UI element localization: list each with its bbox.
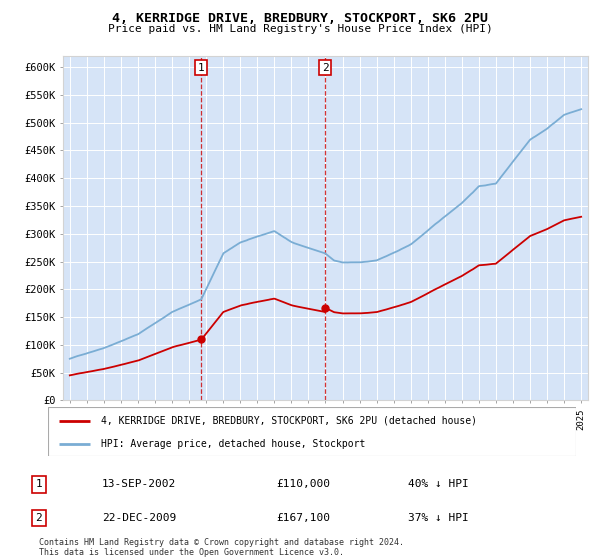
Text: 4, KERRIDGE DRIVE, BREDBURY, STOCKPORT, SK6 2PU (detached house): 4, KERRIDGE DRIVE, BREDBURY, STOCKPORT, …: [101, 416, 477, 426]
Text: 2: 2: [322, 63, 329, 73]
Text: Contains HM Land Registry data © Crown copyright and database right 2024.
This d: Contains HM Land Registry data © Crown c…: [39, 538, 404, 557]
Text: 4, KERRIDGE DRIVE, BREDBURY, STOCKPORT, SK6 2PU: 4, KERRIDGE DRIVE, BREDBURY, STOCKPORT, …: [112, 12, 488, 25]
Text: 1: 1: [35, 479, 43, 489]
Text: 37% ↓ HPI: 37% ↓ HPI: [408, 513, 469, 523]
Text: 1: 1: [198, 63, 205, 73]
Text: 22-DEC-2009: 22-DEC-2009: [102, 513, 176, 523]
Text: Price paid vs. HM Land Registry's House Price Index (HPI): Price paid vs. HM Land Registry's House …: [107, 24, 493, 34]
Text: £110,000: £110,000: [276, 479, 330, 489]
Text: 13-SEP-2002: 13-SEP-2002: [102, 479, 176, 489]
Text: 40% ↓ HPI: 40% ↓ HPI: [408, 479, 469, 489]
Text: £167,100: £167,100: [276, 513, 330, 523]
Text: HPI: Average price, detached house, Stockport: HPI: Average price, detached house, Stoc…: [101, 439, 365, 449]
Text: 2: 2: [35, 513, 43, 523]
